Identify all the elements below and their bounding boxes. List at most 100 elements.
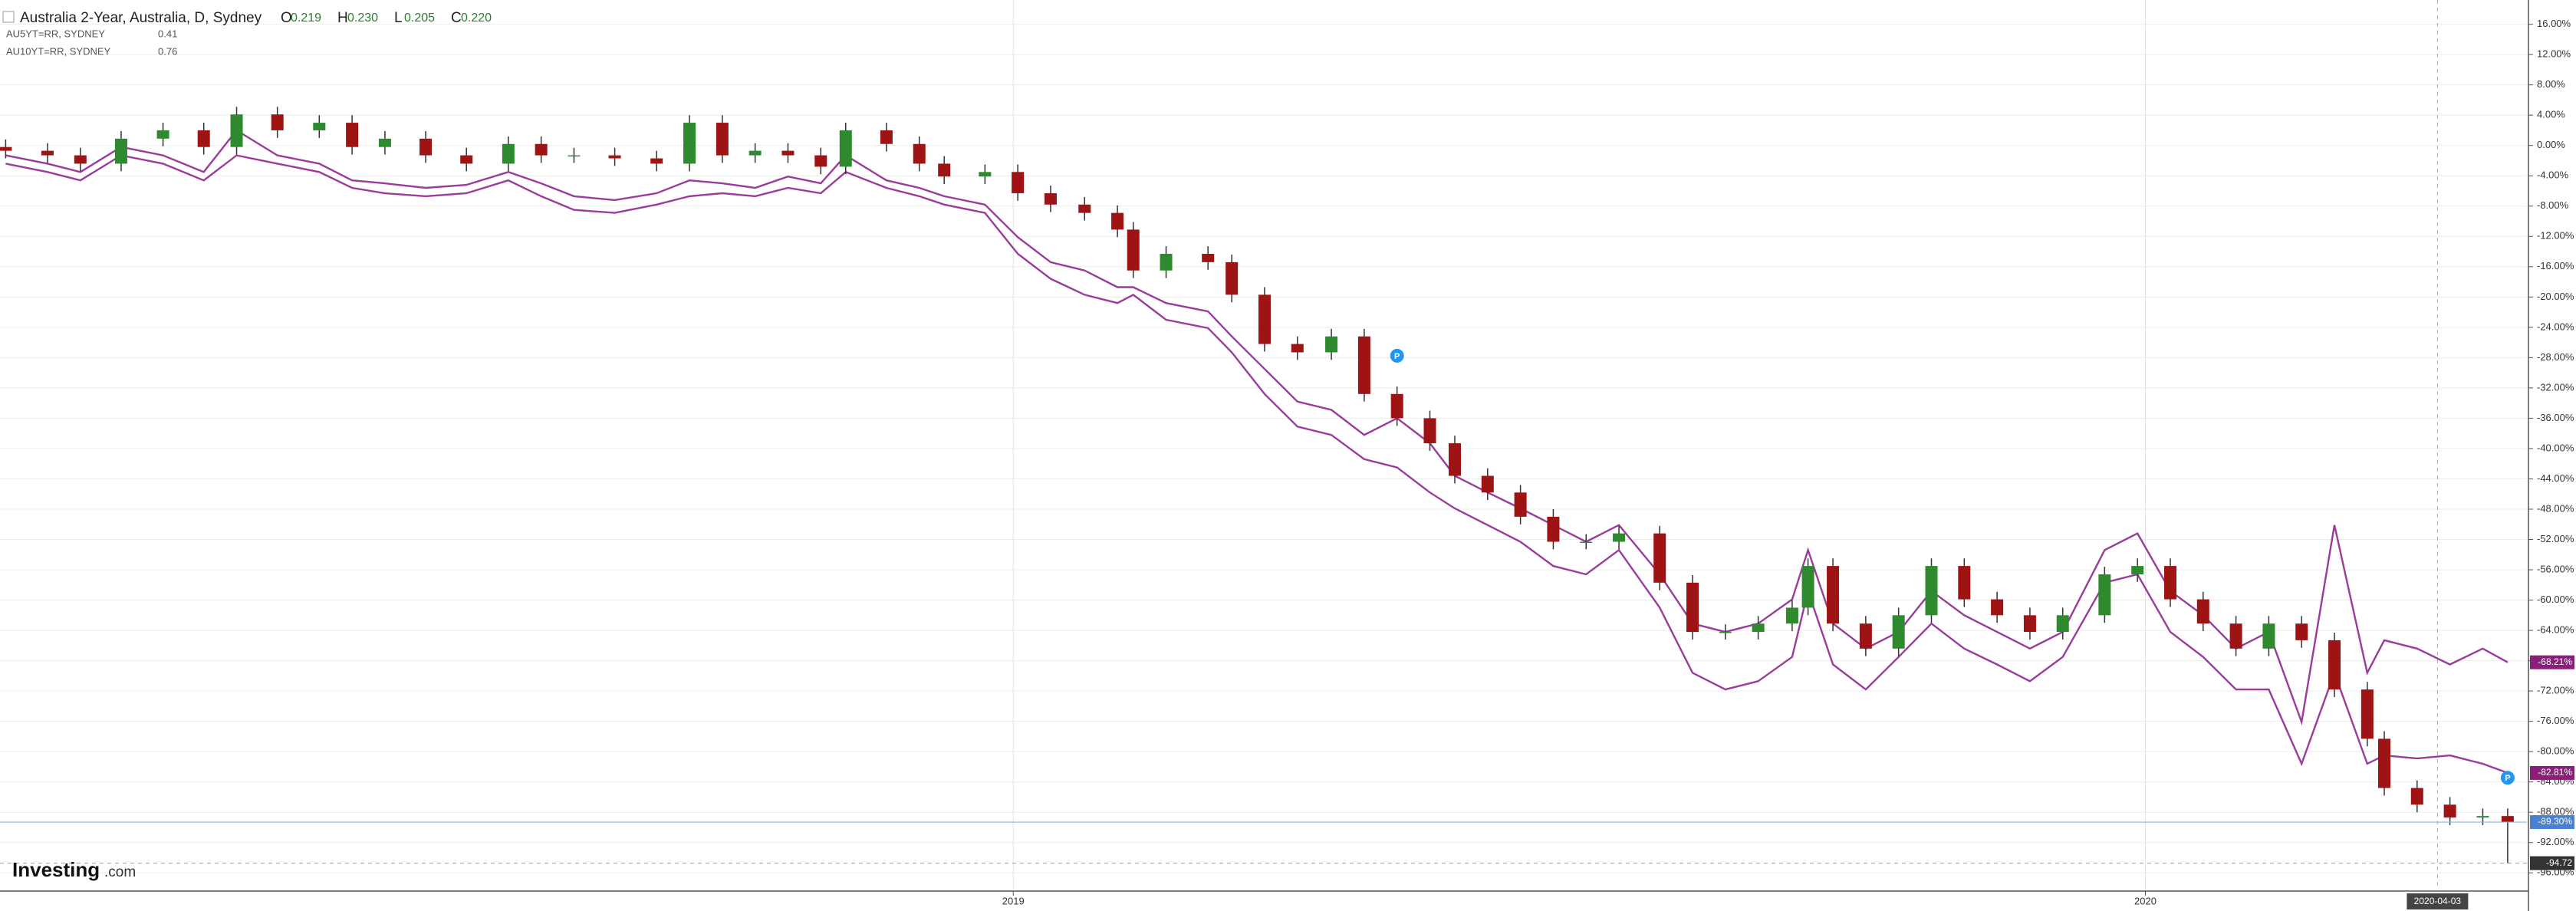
y-tick-label: 12.00% <box>2537 48 2571 60</box>
candle-body <box>1127 229 1140 271</box>
candle-body <box>1752 623 1765 633</box>
candle-body <box>1514 492 1527 517</box>
ohlc-label: L <box>394 10 403 26</box>
ohlc-value: 0.219 <box>291 12 321 25</box>
candle-body <box>880 130 893 144</box>
candle-body <box>1892 615 1905 649</box>
candle-body <box>1991 599 2004 616</box>
y-tick-label: -40.00% <box>2537 442 2574 453</box>
candle-body <box>271 114 284 130</box>
candle-body <box>2262 623 2275 649</box>
legend: AU5YT=RR, SYDNEY 0.41 AU10YT=RR, SYDNEY 0.7… <box>6 28 177 57</box>
low-marker-tag-bg <box>2530 856 2574 870</box>
candle-body <box>419 138 433 156</box>
candle-body <box>0 146 12 151</box>
candle-body <box>1448 443 1461 476</box>
logo-suffix: .com <box>104 864 136 880</box>
grid <box>0 0 2527 890</box>
candle-body <box>2361 689 2374 739</box>
candle-body <box>346 123 359 147</box>
candle-body <box>1078 204 1091 213</box>
logo-name: Investing <box>12 858 100 881</box>
candle-body <box>1357 336 1370 394</box>
plot-area: PP <box>0 0 2527 890</box>
y-tick-label: -8.00% <box>2537 199 2569 211</box>
low-marker-tag: -94.72 <box>2546 857 2572 868</box>
ohlc-label: H <box>337 10 348 26</box>
legend-name: AU5YT=RR, SYDNEY <box>6 28 105 39</box>
y-tick-label: -4.00% <box>2537 169 2569 181</box>
crosshair-label-bg <box>2407 893 2469 909</box>
last-price-tag: -89.30% <box>2538 816 2572 827</box>
crosshair-label: 2020-04-03 <box>2414 896 2462 906</box>
candle-body <box>1686 582 1699 633</box>
candle-body <box>460 155 473 164</box>
candle-body <box>913 143 926 164</box>
candle-body <box>781 150 795 156</box>
candle-body <box>1390 393 1403 419</box>
last-value-tag: -68.21% <box>2538 656 2572 667</box>
candle-body <box>1785 607 1798 624</box>
candle-body <box>683 123 696 164</box>
y-tick-label: -12.00% <box>2537 230 2574 242</box>
candle-body <box>1719 632 1732 633</box>
candle-body <box>1958 566 1971 600</box>
candle-body <box>938 163 951 177</box>
candle-body <box>74 155 87 164</box>
y-tick-label: 0.00% <box>2537 139 2565 150</box>
collapse-icon[interactable] <box>2 11 15 23</box>
candle-body <box>230 114 243 147</box>
ohlc-label: C <box>451 10 462 26</box>
comparison-line <box>5 154 2509 775</box>
y-tick-label: -92.00% <box>2537 836 2574 847</box>
y-tick-label: 4.00% <box>2537 109 2565 120</box>
y-tick-label: -36.00% <box>2537 412 2574 423</box>
ohlc-value: 0.230 <box>347 12 378 25</box>
candle-body <box>1827 566 1840 624</box>
candle-body <box>1202 254 1215 262</box>
chart-title: Australia 2-Year, Australia, D, Sydney <box>20 10 262 26</box>
candle-body <box>1859 623 1872 649</box>
candle-body <box>2098 574 2111 616</box>
y-tick-label: -48.00% <box>2537 502 2574 514</box>
y-tick-label: -20.00% <box>2537 291 2574 302</box>
y-tick-label: -80.00% <box>2537 745 2574 757</box>
x-tick-label: 2019 <box>1002 895 1025 906</box>
y-tick-label: -52.00% <box>2537 533 2574 544</box>
candle-body <box>114 138 127 164</box>
y-tick-label: -56.00% <box>2537 563 2574 574</box>
candle-body <box>2476 816 2489 818</box>
candle-body <box>1547 516 1560 542</box>
candle-body <box>2229 623 2242 649</box>
y-tick-label: -72.00% <box>2537 685 2574 696</box>
candle-body <box>2023 615 2036 633</box>
candle-body <box>1225 261 1239 295</box>
candle-body <box>1012 172 1025 193</box>
candle-body <box>2443 804 2456 818</box>
legend-value: 0.76 <box>158 45 177 57</box>
ohlc-value: 0.205 <box>404 12 435 25</box>
candle-body <box>1423 418 1436 444</box>
last-value-tag-bg <box>2530 765 2574 780</box>
candle-body <box>2163 566 2176 600</box>
y-tick-label: -16.00% <box>2537 260 2574 271</box>
candle-body <box>313 123 326 130</box>
event-marker <box>1390 348 1404 363</box>
y-tick-label: -88.00% <box>2537 806 2574 817</box>
candle-body <box>41 150 54 156</box>
legend-value: 0.41 <box>158 28 177 39</box>
candle-body <box>2410 788 2423 805</box>
candle-body <box>1580 541 1593 543</box>
candle-body <box>535 143 548 156</box>
logo: Investing .com <box>12 858 136 881</box>
candle-body <box>2056 615 2069 633</box>
event-label: P <box>2505 774 2510 783</box>
ohlc-value: 0.220 <box>461 12 492 25</box>
candle-body <box>1481 475 1494 493</box>
candle-body <box>502 143 515 164</box>
candle-body <box>1925 566 1938 616</box>
candle-body <box>1044 192 1057 205</box>
candle-body <box>2131 566 2144 574</box>
candle-body <box>748 150 762 156</box>
